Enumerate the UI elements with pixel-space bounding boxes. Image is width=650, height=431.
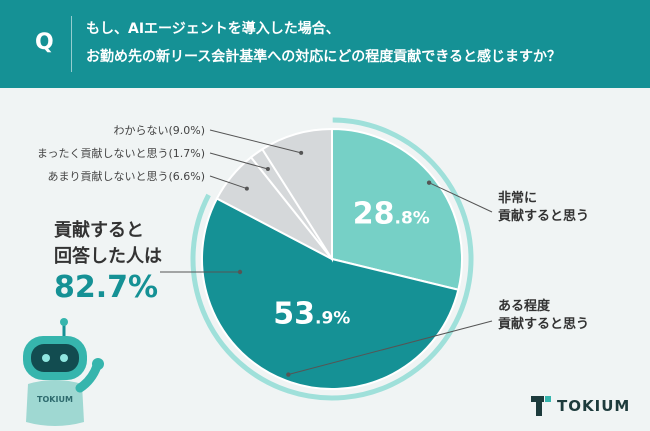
small-slice-label-2: あまり貢献しないと思う(6.6%): [47, 169, 205, 183]
header-divider: [71, 16, 72, 72]
pie-slice-4: [260, 127, 333, 263]
leader-very-contribute-dot: [426, 180, 432, 185]
label-line: ある程度: [498, 299, 551, 314]
highlight-ring: [190, 117, 474, 401]
small-slice-label-4: わからない(9.0%): [113, 124, 205, 137]
slice-percent-label-0: 28.8%: [353, 196, 430, 231]
pie-slice-1: [201, 197, 460, 390]
summary-line-1: 貢献すると: [54, 220, 144, 241]
leader-very-contribute: [428, 182, 493, 213]
summary-line-2: 回答した人は: [54, 246, 162, 267]
tokium-logo-text: TOKIUM: [557, 397, 631, 415]
robot-badge-text: TOKIUM: [37, 395, 73, 404]
question-line-2: お勤め先の新リース会計基準への対応にどの程度貢献できると感じますか？: [86, 49, 562, 65]
label-somewhat-contribute: ある程度 貢献すると思う: [498, 298, 589, 334]
tokium-logo-icon: [531, 396, 551, 416]
label-line: 非常に: [498, 191, 538, 206]
leader-somewhat-contribute-dot: [286, 372, 291, 377]
small-slice-dot-3: [265, 166, 270, 171]
small-slice-label-3: まったく貢献しないと思う(1.7%): [37, 146, 205, 160]
summary-leader-dot: [237, 269, 243, 275]
summary-value: 82.7%: [54, 270, 159, 305]
question-header: Q もし、AIエージェントを導入した場合、 お勤め先の新リース会計基準への対応に…: [0, 0, 650, 88]
label-line: 貢献すると思う: [498, 209, 590, 224]
robot-mascot-icon: TOKIUM: [23, 318, 104, 426]
tokium-logo: TOKIUM: [531, 396, 630, 416]
small-slice-leader-4: [209, 129, 302, 154]
question-mark: Q: [35, 30, 54, 55]
small-slice-leader-2: [209, 175, 248, 190]
pie-slice-0: [331, 127, 463, 291]
small-slice-dot-4: [299, 150, 304, 155]
small-slice-dot-2: [244, 186, 249, 191]
slice-percent-label-1: 53.9%: [273, 297, 350, 332]
question-line-1: もし、AIエージェントを導入した場合、: [86, 21, 340, 37]
label-line: 貢献すると思う: [498, 317, 590, 332]
label-very-contribute: 非常に 貢献すると思う: [498, 190, 589, 226]
leader-somewhat-contribute: [288, 320, 493, 376]
small-slice-leader-3: [209, 152, 269, 170]
